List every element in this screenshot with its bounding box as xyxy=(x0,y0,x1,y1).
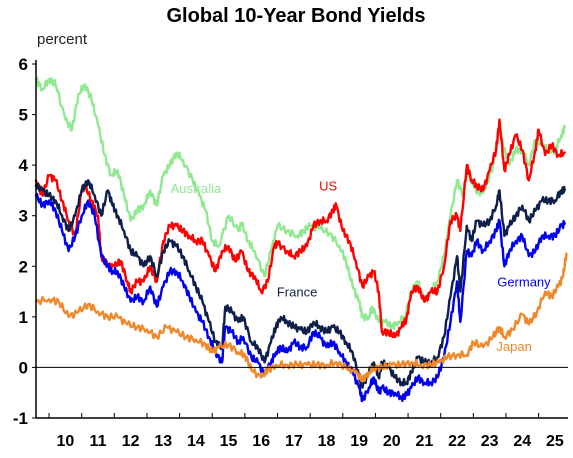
series-label-australia: Australia xyxy=(171,181,222,196)
chart-title: Global 10-Year Bond Yields xyxy=(167,5,426,27)
y-tick-label: 2 xyxy=(19,257,28,276)
series-label-us: US xyxy=(319,178,337,193)
series-lines xyxy=(34,77,568,403)
series-line-australia xyxy=(34,77,566,331)
series-labels: Australia US France Germany Japan xyxy=(171,178,552,354)
x-tick-label: 11 xyxy=(90,433,107,450)
x-tick-label: 14 xyxy=(187,433,205,450)
y-tick-label: 4 xyxy=(19,156,29,175)
x-tick-label: 16 xyxy=(252,433,270,450)
x-tick-label: 19 xyxy=(350,433,368,450)
x-tick-label: 15 xyxy=(220,433,238,450)
series-line-france xyxy=(34,179,566,389)
x-tick-label: 24 xyxy=(513,433,531,450)
y-tick-label: 0 xyxy=(19,358,28,377)
series-label-japan: Japan xyxy=(496,339,531,354)
x-tick-label: 20 xyxy=(383,433,401,450)
y-tick-label: 5 xyxy=(19,106,28,125)
series-line-japan xyxy=(34,252,568,382)
x-tick-label: 10 xyxy=(56,433,74,450)
x-tick-label: 23 xyxy=(481,433,499,450)
y-tick-label: 6 xyxy=(19,55,28,74)
series-label-germany: Germany xyxy=(497,275,551,290)
x-tick-label: 13 xyxy=(154,433,172,450)
series-line-us xyxy=(34,118,566,339)
y-tick-label: -1 xyxy=(13,409,28,428)
x-tick-label: 21 xyxy=(415,433,433,450)
series-line-germany xyxy=(34,192,566,403)
series-label-france: France xyxy=(277,285,317,300)
x-tick-label: 22 xyxy=(448,433,466,450)
y-tick-label: 1 xyxy=(19,308,28,327)
y-tick-label: 3 xyxy=(19,207,28,226)
x-tick-label: 12 xyxy=(122,433,140,450)
x-tick-label: 17 xyxy=(285,433,303,450)
x-tick-label: 18 xyxy=(318,433,336,450)
x-tick-label: 25 xyxy=(546,433,564,450)
y-axis-unit: percent xyxy=(37,31,88,48)
